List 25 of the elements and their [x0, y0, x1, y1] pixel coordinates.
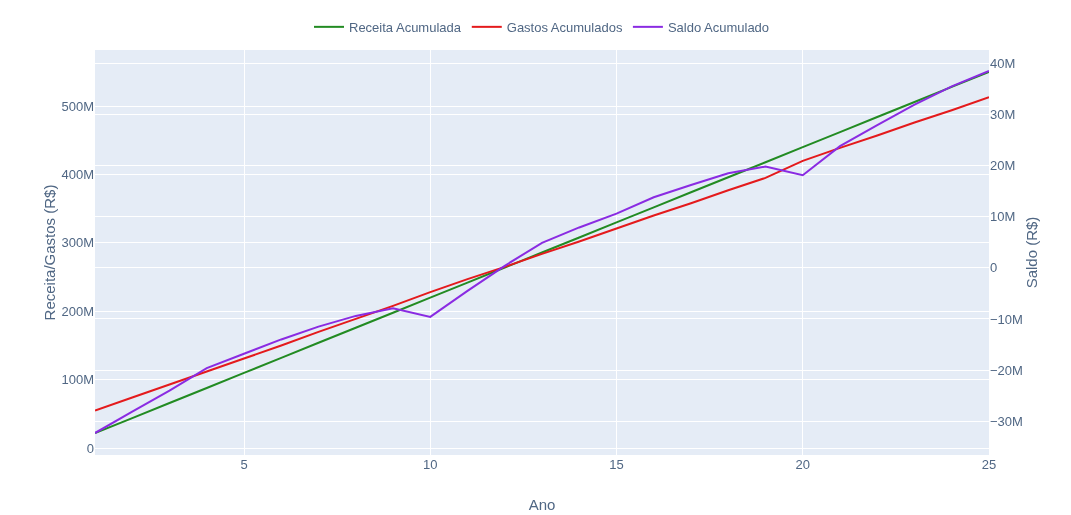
- y2-tick-label: 30M: [990, 106, 1016, 122]
- y-tick-label: 400M: [61, 167, 94, 183]
- y-tick-label: 100M: [61, 372, 94, 388]
- y2-tick-label: −10M: [990, 311, 1023, 327]
- y-axis-title: Receita/Gastos (R$): [41, 184, 58, 321]
- y-tick-label: 200M: [61, 303, 94, 319]
- x-tick-label: 25: [981, 457, 997, 472]
- y-tick-label: 500M: [61, 98, 94, 114]
- y2-tick-label: 20M: [990, 158, 1016, 174]
- y-tick-label: 300M: [61, 235, 94, 251]
- x-tick-label: 5: [240, 457, 248, 472]
- y2-tick-label: 0: [990, 260, 998, 276]
- legend-label: Gastos Acumulados: [506, 19, 623, 35]
- y-tick-label: 0: [86, 440, 94, 456]
- y2-tick-label: 10M: [990, 209, 1016, 225]
- x-tick-label: 20: [795, 457, 810, 472]
- y2-tick-label: 40M: [990, 55, 1016, 71]
- x-tick-label: 10: [423, 457, 438, 472]
- y2-tick-label: −30M: [990, 413, 1023, 429]
- y2-tick-label: −20M: [990, 362, 1023, 378]
- x-tick-label: 15: [609, 457, 624, 472]
- legend-label: Receita Acumulada: [349, 19, 462, 35]
- legend-label: Saldo Acumulado: [667, 19, 770, 35]
- y2-axis-title: Saldo (R$): [1022, 216, 1040, 289]
- x-axis-title: Ano: [528, 496, 556, 513]
